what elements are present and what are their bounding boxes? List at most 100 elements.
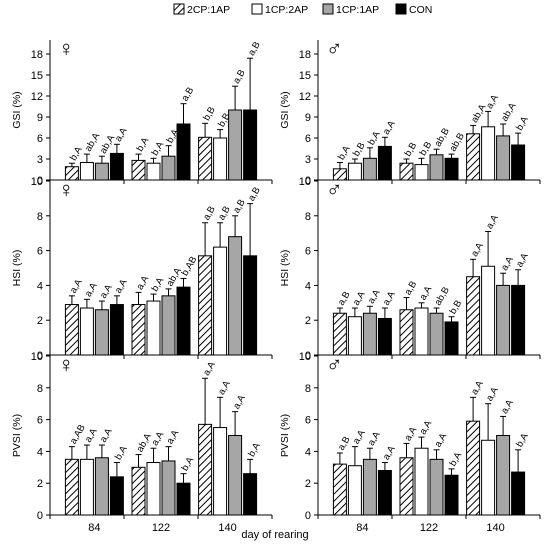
y-tick-label: 0 <box>305 350 311 362</box>
bar <box>109 152 124 181</box>
female-symbol: ♀ <box>58 177 75 202</box>
bar <box>347 162 362 181</box>
bar <box>243 109 258 181</box>
significance-label: b,A <box>180 455 197 473</box>
bar <box>362 458 377 516</box>
bar <box>213 137 228 181</box>
male-symbol: ♂ <box>326 177 343 202</box>
bar <box>511 471 526 516</box>
significance-label: a,A <box>403 425 420 443</box>
bar <box>228 435 243 516</box>
bar <box>414 447 429 516</box>
y-tick-label: 2 <box>305 478 311 490</box>
bar <box>94 162 109 181</box>
significance-label: b,A <box>514 114 531 132</box>
x-tick-label: 84 <box>356 522 368 534</box>
significance-label: ab,B <box>433 285 452 307</box>
bar <box>79 458 94 516</box>
significance-label: a,A <box>351 289 368 307</box>
significance-label: b,A <box>135 135 152 153</box>
bar <box>198 255 213 356</box>
significance-label: a,B <box>216 204 233 222</box>
y-tick-label: 4 <box>37 280 43 292</box>
male-symbol: ♂ <box>326 352 343 377</box>
bar <box>377 317 392 356</box>
significance-label: a,A <box>366 287 383 305</box>
significance-label: b,A <box>113 444 130 462</box>
bar <box>481 265 496 356</box>
bar <box>496 135 511 181</box>
y-tick-label: 18 <box>299 49 311 61</box>
significance-label: a,A <box>113 277 130 295</box>
bar <box>377 145 392 181</box>
legend-label: 1CP:1AP <box>336 4 379 16</box>
bar <box>176 123 191 181</box>
bar <box>429 312 444 356</box>
bar <box>213 246 228 356</box>
y-axis-label: GSI (%) <box>279 91 291 128</box>
bar <box>481 126 496 181</box>
y-tick-label: 6 <box>305 415 311 427</box>
significance-label: ab,A <box>499 101 519 124</box>
bar <box>496 284 511 356</box>
y-tick-label: 15 <box>31 70 43 82</box>
y-tick-label: 2 <box>305 315 311 327</box>
significance-label: a,A <box>381 118 398 136</box>
significance-label: a,A <box>150 429 167 447</box>
bar <box>79 307 94 356</box>
y-tick-label: 0 <box>37 350 43 362</box>
legend-item-con: CON <box>395 3 432 16</box>
bar <box>94 457 109 516</box>
legend-label: CON <box>409 4 432 16</box>
bar <box>399 309 414 356</box>
x-tick-label: 84 <box>88 522 100 534</box>
bar <box>243 473 258 516</box>
y-tick-label: 8 <box>37 383 43 395</box>
y-tick-label: 8 <box>37 211 43 223</box>
bar <box>146 300 161 356</box>
bar <box>414 164 429 181</box>
y-tick-label: 3 <box>305 154 311 166</box>
y-tick-label: 9 <box>305 112 311 124</box>
y-tick-label: 4 <box>37 446 43 458</box>
legend: 2CP:1AP 1CP:2AP 1CP:1AP CON <box>173 3 432 16</box>
y-tick-label: 10 <box>299 176 311 188</box>
y-tick-label: 10 <box>31 351 43 363</box>
y-tick-label: 6 <box>37 415 43 427</box>
significance-label: a,A <box>231 393 248 411</box>
significance-label: a,A <box>469 240 486 258</box>
significance-label: a,B <box>231 197 248 215</box>
y-tick-label: 0 <box>37 510 43 522</box>
legend-label: 2CP:1AP <box>187 4 230 16</box>
y-tick-label: 12 <box>31 91 43 103</box>
significance-label: a,B <box>336 435 353 453</box>
y-tick-label: 12 <box>299 91 311 103</box>
significance-label: b,B <box>351 141 368 159</box>
legend-item-1cp2ap: 1CP:2AP <box>251 3 308 16</box>
y-tick-label: 6 <box>305 246 311 258</box>
legend-swatch-hatch <box>173 3 185 15</box>
bar <box>131 159 146 181</box>
bar <box>79 162 94 181</box>
y-axis-label: PVSI (%) <box>11 414 23 457</box>
significance-label: a,A <box>135 273 152 291</box>
bar <box>466 276 481 356</box>
bar <box>481 439 496 516</box>
bar <box>228 109 243 181</box>
y-tick-label: 4 <box>305 280 311 292</box>
bar <box>176 286 191 356</box>
bar <box>198 423 213 516</box>
bar <box>377 469 392 516</box>
significance-label: a,B <box>246 40 263 58</box>
bar <box>511 144 526 181</box>
bar <box>176 482 191 516</box>
bar <box>109 304 124 356</box>
bar <box>146 462 161 516</box>
bar <box>347 316 362 356</box>
significance-label: b,A <box>246 440 263 458</box>
significance-label: a,A <box>418 284 435 302</box>
legend-swatch-white <box>251 3 263 15</box>
bar <box>444 321 459 356</box>
y-tick-label: 6 <box>305 133 311 145</box>
